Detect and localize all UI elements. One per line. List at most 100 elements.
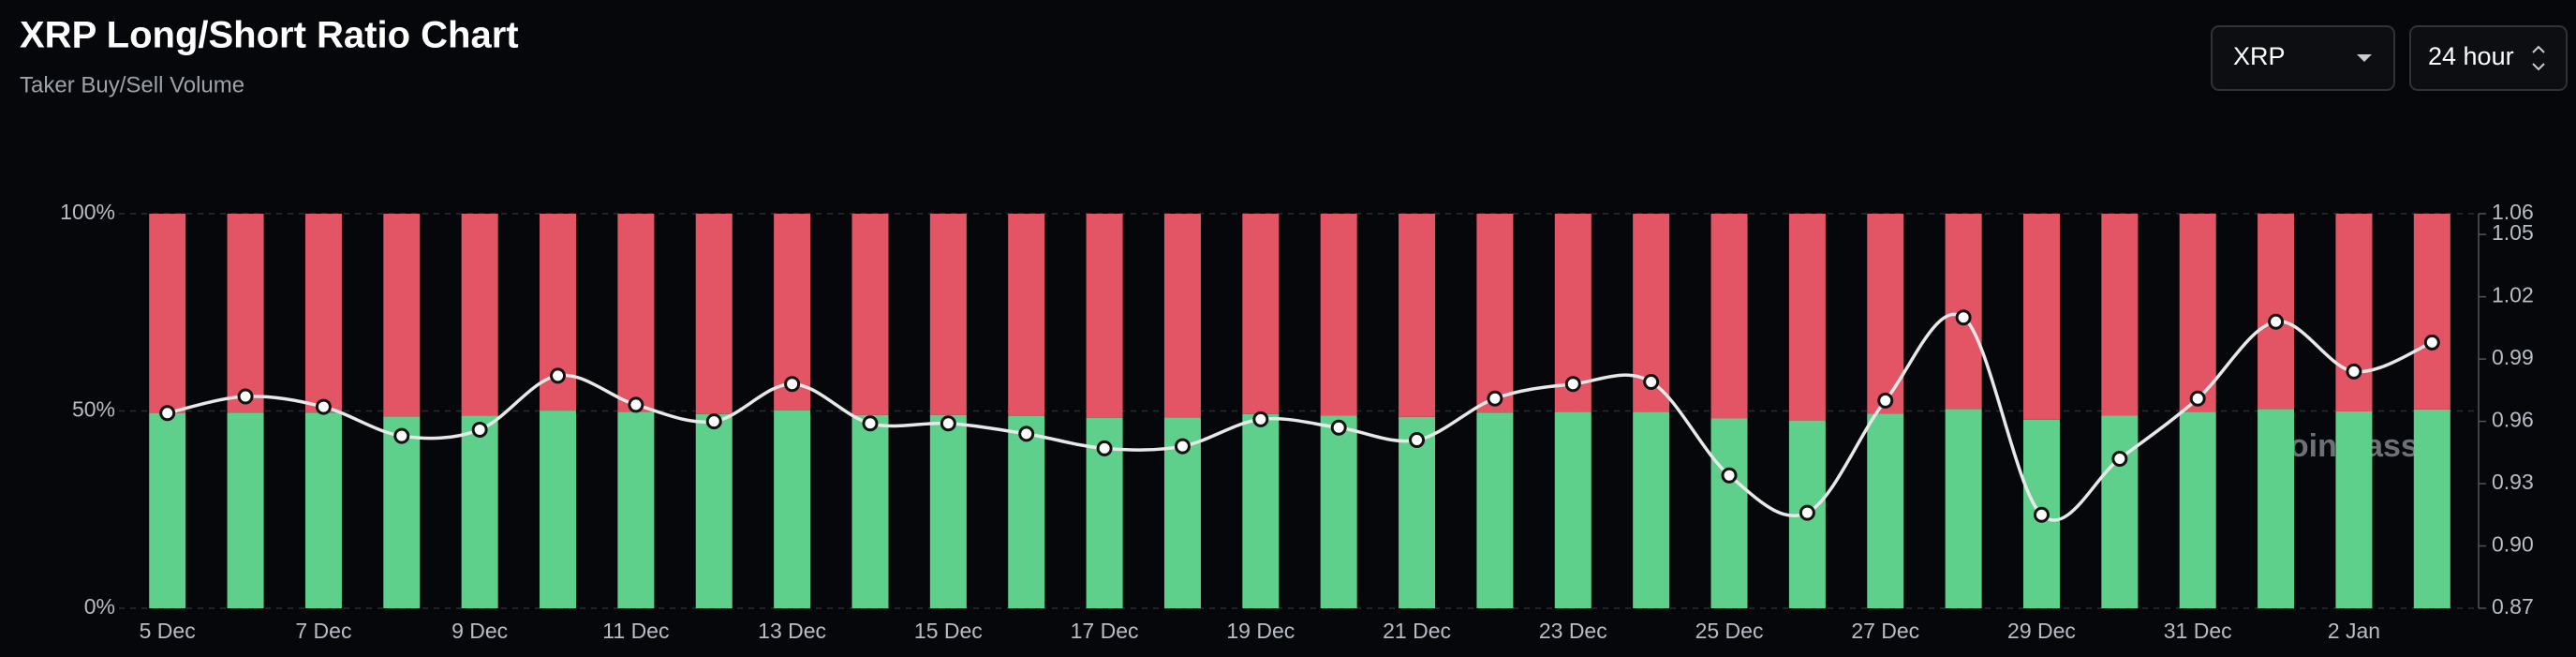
bar-segment [1242, 413, 1280, 608]
y-tick-label: 0% [84, 594, 115, 619]
bar-segment [851, 414, 889, 608]
select-text[interactable]: XRP [2233, 42, 2286, 70]
ratio-point [1643, 373, 1660, 390]
interval-select[interactable]: 24 hour [2409, 25, 2568, 91]
ratio-point [471, 421, 488, 438]
y2-tick-label: 1.02 [2492, 283, 2534, 307]
y-tick-label: 50% [72, 397, 115, 422]
bar-segment [1320, 415, 1357, 608]
bar-segment [2335, 214, 2373, 411]
ratio-point [705, 413, 722, 430]
bar-segment [383, 416, 421, 608]
bar-segment [2413, 214, 2450, 410]
bar-segment [1867, 413, 1904, 608]
bar-segment [1945, 409, 1982, 608]
ratio-point [2268, 313, 2285, 330]
ratio-point [1409, 432, 1426, 449]
bar-segment [695, 214, 733, 414]
chart-title: XRP Long/Short Ratio Chart [20, 15, 519, 56]
bar-segment [617, 411, 655, 608]
ratio-point [1018, 426, 1035, 442]
symbol-select[interactable]: XRP [2211, 25, 2395, 91]
bar-segment [1399, 214, 1436, 417]
x-tick-label: 9 Dec [452, 619, 508, 643]
ratio-point [315, 398, 332, 415]
bar-segment [2179, 411, 2216, 608]
chart-subtitle: Taker Buy/Sell Volume [20, 72, 244, 97]
bar-segment [383, 214, 421, 417]
bar-segment [2022, 214, 2060, 420]
spinner-icon [2532, 45, 2545, 71]
bar-segment [2258, 409, 2295, 608]
ratio-point [628, 396, 644, 413]
ratio-point [1096, 440, 1113, 456]
select-text[interactable]: 24 hour [2428, 42, 2514, 70]
bar-segment [461, 214, 498, 416]
y2-tick-label: 0.87 [2492, 594, 2534, 619]
select-box[interactable] [2211, 25, 2395, 91]
y2-tick-label: 0.99 [2492, 345, 2534, 369]
bar-segment [1086, 214, 1123, 418]
y-tick-label: 100% [60, 200, 115, 224]
ratio-point [784, 376, 801, 393]
ratio-point [1252, 411, 1269, 427]
bar-segment [304, 214, 342, 413]
bar-segment [2335, 411, 2373, 608]
ratio-point [940, 415, 956, 432]
bar-segment [1710, 418, 1748, 608]
bar-segment [2101, 214, 2139, 416]
ratio-point [1487, 390, 1503, 407]
ratio-point [159, 405, 176, 422]
x-tick-label: 15 Dec [914, 619, 983, 643]
bar-segment [2101, 415, 2139, 608]
ratio-point [1955, 309, 1972, 326]
x-tick-label: 13 Dec [758, 619, 826, 643]
x-tick-label: 21 Dec [1383, 619, 1451, 643]
bar-segment [540, 411, 577, 608]
ratio-point [1799, 504, 1815, 521]
x-tick-label: 25 Dec [1695, 619, 1764, 643]
bar-segment [461, 415, 498, 608]
ratio-point [2423, 334, 2440, 351]
bar-segment [149, 214, 186, 413]
bar-segment [2258, 214, 2295, 410]
bar-segment [929, 214, 967, 415]
bar-segment [1476, 412, 1514, 608]
bar-segment [1633, 411, 1670, 608]
bar-segment [929, 414, 967, 608]
ratio-point [1174, 438, 1191, 455]
bar-segment [227, 214, 264, 413]
bar-segment [1008, 214, 1045, 416]
ratio-point [1721, 467, 1738, 484]
bar-segment [1242, 214, 1280, 414]
bar-segment [1710, 214, 1748, 419]
y2-tick-label: 0.96 [2492, 408, 2534, 432]
x-tick-label: 19 Dec [1226, 619, 1295, 643]
x-tick-label: 17 Dec [1071, 619, 1139, 643]
bar-segment [695, 413, 733, 608]
x-tick-label: 5 Dec [140, 619, 196, 643]
bar-segment [149, 412, 186, 608]
bar-segment [1320, 214, 1357, 416]
ratio-point [393, 427, 410, 444]
bar-segment [1399, 416, 1436, 608]
select-box[interactable] [2409, 25, 2568, 91]
bar-segment [304, 412, 342, 608]
bar-segment [1476, 214, 1514, 413]
bar-segment [2179, 214, 2216, 412]
x-tick-label: 2 Jan [2328, 619, 2380, 643]
y2-tick-label: 1.06 [2492, 200, 2534, 224]
bar-segment [1163, 214, 1201, 418]
bar-segment [2413, 409, 2450, 608]
y2-tick-label: 1.05 [2492, 220, 2534, 245]
x-tick-label: 31 Dec [2164, 619, 2232, 643]
ratio-point [2346, 363, 2362, 380]
bar-segment [1554, 411, 1591, 608]
ratio-point [2111, 450, 2128, 467]
bar-segment [1008, 415, 1045, 608]
ratio-point [237, 388, 254, 405]
bar-segment [851, 214, 889, 415]
dropdown-icon [2357, 54, 2372, 62]
